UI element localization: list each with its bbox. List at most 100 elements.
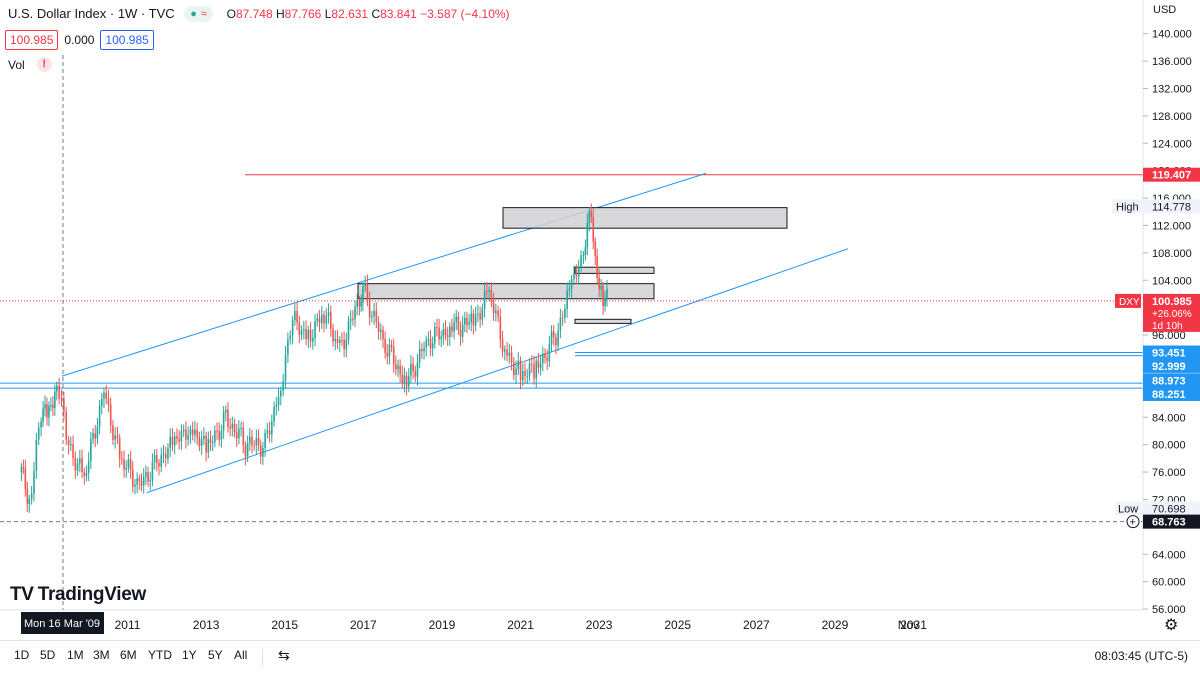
candle-body — [125, 467, 128, 470]
x-tick-label: 2025 — [664, 618, 691, 632]
candle-body — [259, 445, 262, 457]
candle-body — [483, 290, 486, 309]
candle-body — [249, 436, 251, 444]
date-range-icon[interactable]: ⇆ — [278, 647, 290, 663]
high-label: High — [1116, 201, 1139, 213]
spread-value: 0.000 — [64, 33, 95, 47]
candle-body — [535, 360, 538, 379]
time-axis[interactable]: 2011 2013 2015 2017 2019 2021 2023 2025 2027 2029… — [0, 609, 1143, 632]
currency-selector[interactable]: USD — [1153, 4, 1177, 16]
candle-body — [457, 316, 460, 330]
range-1y-button[interactable]: 1Y — [182, 648, 197, 662]
candle-body — [30, 493, 33, 499]
candle-body — [356, 299, 359, 307]
candle-body — [399, 365, 401, 375]
candle-body — [451, 326, 453, 332]
candle-body — [495, 310, 497, 314]
candle-body — [592, 217, 595, 242]
candle-body — [336, 338, 339, 343]
candle-body — [303, 329, 305, 331]
x-tick-label: 2031 — [900, 618, 927, 632]
candle-body — [203, 435, 205, 440]
candle-body — [582, 255, 585, 257]
candle-body — [352, 318, 354, 320]
symbol-title[interactable]: U.S. Dollar Index · 1W · TVC — [8, 6, 175, 21]
candle-body — [364, 283, 366, 287]
volume-label: Vol — [8, 57, 25, 72]
range-5y-button[interactable]: 5Y — [208, 648, 223, 662]
candle-body — [341, 339, 343, 341]
add-alert-icon — [1126, 515, 1140, 529]
candle-body — [63, 398, 65, 412]
clock[interactable]: 08:03:45 (UTC-5) — [1094, 649, 1188, 663]
candle-body — [446, 334, 449, 338]
candle-body — [499, 316, 502, 340]
warning-icon[interactable]: ! — [36, 57, 52, 72]
candle-body — [453, 322, 455, 332]
candle-body — [90, 438, 92, 461]
candle-body — [606, 288, 608, 299]
candle-body — [334, 338, 337, 342]
candle-body — [492, 301, 495, 314]
low-value-bg — [1143, 501, 1200, 516]
candle-body — [116, 435, 119, 439]
crosshair-date-bg — [21, 612, 104, 634]
candle-body — [377, 322, 380, 333]
candle-body — [568, 288, 571, 291]
candle-body — [537, 360, 540, 368]
candle-body — [375, 310, 378, 323]
candle-body — [590, 211, 593, 218]
candle-body — [107, 398, 110, 405]
volume-indicator[interactable]: Vol ! — [8, 57, 52, 72]
candle-body — [284, 354, 287, 382]
zone-rectangle — [574, 266, 655, 274]
candle-body — [580, 255, 582, 267]
candle-body — [273, 406, 275, 422]
price-chart[interactable]: 140.000136.000132.000128.000124.000120.0… — [0, 0, 1200, 640]
tradingview-logo[interactable]: TV TradingView — [10, 584, 146, 606]
candle-body — [194, 429, 196, 435]
range-3m-button[interactable]: 3M — [93, 648, 110, 662]
range-6m-button[interactable]: 6M — [120, 648, 137, 662]
low-label-bg — [1116, 501, 1143, 516]
y-tick-label: 80.000 — [1152, 440, 1186, 452]
ask-price[interactable]: 100.985 — [100, 30, 154, 50]
candle-body — [291, 320, 294, 336]
candle-body — [76, 463, 79, 471]
candle-body — [309, 329, 312, 342]
range-5d-button[interactable]: 5D — [40, 648, 56, 662]
candle-body — [481, 308, 484, 320]
candle-body — [412, 363, 414, 371]
bid-price[interactable]: 100.985 — [5, 30, 59, 50]
candle-body — [164, 453, 167, 459]
candle-body — [242, 427, 245, 446]
candle-body — [390, 344, 393, 347]
tradingview-mark-icon: TV — [10, 584, 34, 605]
range-1m-button[interactable]: 1M — [67, 648, 84, 662]
candle-body — [588, 211, 591, 223]
settings-gear-icon[interactable]: ⚙ — [1164, 617, 1179, 634]
candle-body — [121, 458, 123, 460]
candle-body — [539, 363, 542, 368]
resistance-tag-bg — [1143, 167, 1200, 182]
x-tick-label: 2029 — [822, 618, 849, 632]
candle-body — [196, 429, 198, 437]
candle-body — [379, 329, 382, 333]
candle-body — [526, 375, 529, 377]
support-tag-1: 93.451 — [1152, 348, 1186, 360]
y-tick-label: 140.000 — [1152, 29, 1192, 41]
candle-body — [461, 324, 464, 337]
candle-body — [559, 317, 562, 331]
candle-body — [235, 432, 238, 439]
range-ytd-button[interactable]: YTD — [148, 648, 172, 662]
range-all-button[interactable]: All — [234, 648, 248, 662]
candle-body — [298, 322, 301, 335]
candle-series — [20, 203, 608, 513]
market-status[interactable]: ● ≈ — [184, 6, 213, 22]
candle-body — [145, 472, 147, 477]
candle-body — [151, 461, 154, 481]
range-1d-button[interactable]: 1D — [14, 648, 30, 662]
candle-body — [56, 385, 58, 392]
candle-body — [338, 339, 341, 343]
candle-body — [220, 430, 223, 440]
